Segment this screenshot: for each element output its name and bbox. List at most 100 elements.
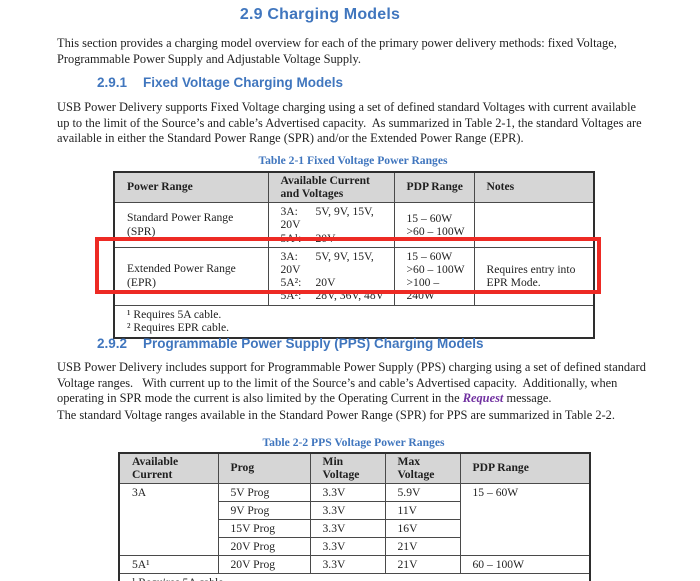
pdp-line: 15 – 60W bbox=[406, 249, 453, 263]
spr-current-line: 3A: 5V, 9V, 15V, bbox=[281, 205, 388, 218]
pps-line-2: Voltage ranges. With current up to the l… bbox=[57, 375, 618, 390]
prog-cell: 20V Prog bbox=[217, 537, 311, 557]
section-title: Fixed Voltage Charging Models bbox=[143, 75, 344, 90]
table-2-2-footnote: ¹ Requires 5A cable. bbox=[118, 573, 591, 581]
table-2-1-fixed-voltage: Power Range Available Current and Voltag… bbox=[113, 171, 595, 339]
table-2-2-caption: Table 2-2 PPS Voltage Power Ranges bbox=[262, 436, 445, 449]
pdp-line: 240W bbox=[406, 289, 435, 303]
min-voltage-cell: 3.3V bbox=[309, 519, 386, 539]
fixed-voltage-line-1: USB Power Delivery supports Fixed Voltag… bbox=[57, 100, 637, 114]
max-voltage-cell: 11V bbox=[384, 501, 461, 521]
table-2-1-footnotes: ¹ Requires 5A cable. ² Requires EPR cabl… bbox=[113, 304, 595, 339]
header-power-range: Power Range bbox=[113, 171, 269, 204]
fixed-voltage-line-3: available in either the Standard Power R… bbox=[57, 131, 524, 146]
table-row: 9V Prog 3.3V 11V bbox=[119, 501, 590, 521]
intro-line-2: Programmable Power Supply and Adjustable… bbox=[57, 51, 362, 66]
pdp-range-cell: 60 – 100W bbox=[459, 555, 591, 575]
header-available-current: Available Current bbox=[118, 452, 219, 485]
max-voltage-cell: 21V bbox=[384, 537, 461, 557]
current-label: 20V bbox=[280, 263, 301, 276]
pps-paragraph: USB Power Delivery includes support for … bbox=[57, 360, 646, 407]
spr-current-cell: 3A: 5V, 9V, 15V, 20V 5A¹: 20V bbox=[267, 202, 395, 248]
pps-line-3-pre: operating in SPR mode the current is als… bbox=[57, 391, 463, 406]
current-value: 5V, 9V, 15V, bbox=[315, 249, 374, 263]
current-label: 5A²: bbox=[280, 276, 302, 290]
min-voltage-cell: 3.3V bbox=[309, 537, 386, 557]
table-row: Available Current Prog Min Voltage Max V… bbox=[118, 452, 591, 485]
table-row: Power Range Available Current and Voltag… bbox=[113, 171, 595, 204]
epr-notes-cell: Requires entry into EPR Mode. bbox=[473, 246, 595, 306]
epr-name-line: Extended Power Range bbox=[127, 262, 236, 276]
footnote-epr-cable: ² Requires EPR cable. bbox=[127, 321, 230, 335]
table-row: 3A 5V Prog 3.3V 5.9V 15 – 60W bbox=[118, 483, 591, 557]
spr-power-range-cell: Standard Power Range (SPR) bbox=[113, 202, 269, 248]
max-voltage-cell: 21V bbox=[384, 555, 461, 575]
standard-ranges-line: The standard Voltage ranges available in… bbox=[57, 408, 615, 422]
footnote-5a-cable: ¹ Requires 5A cable. bbox=[127, 307, 222, 321]
section-heading-2-9-2: 2.9.2 Programmable Power Supply (PPS) Cha… bbox=[97, 336, 484, 351]
header-pdp-range: PDP Range bbox=[393, 171, 475, 204]
section-number: 2.9.1 bbox=[97, 75, 128, 90]
epr-note-text: Requires entry into EPR Mode. bbox=[486, 262, 576, 290]
pps-line-1: USB Power Delivery includes support for … bbox=[57, 360, 646, 374]
header-available-current: Available Current and Voltages bbox=[267, 171, 395, 204]
header-max-voltage: Max Voltage bbox=[384, 452, 461, 485]
epr-current-line: 3A: 5V, 9V, 15V, bbox=[281, 250, 388, 263]
min-voltage-cell: 3.3V bbox=[309, 483, 386, 503]
prog-cell: 15V Prog bbox=[217, 519, 311, 539]
intro-line-1: This section provides a charging model o… bbox=[57, 36, 617, 50]
spr-current-line: 5A¹: 20V bbox=[281, 232, 388, 245]
current-value: 20V bbox=[315, 276, 336, 290]
prog-cell: 5V Prog bbox=[217, 483, 311, 503]
current-value: 5V, 9V, 15V, bbox=[315, 205, 374, 219]
section-heading-2-9-1: 2.9.1 Fixed Voltage Charging Models bbox=[97, 75, 343, 90]
pdp-line: >100 – bbox=[406, 276, 440, 290]
fixed-voltage-line-2: up to the limit of the Source’s and cabl… bbox=[57, 115, 642, 130]
header-prog: Prog bbox=[217, 452, 311, 485]
table-2-1-caption: Table 2-1 Fixed Voltage Power Ranges bbox=[258, 154, 448, 167]
epr-pdp-cell: 15 – 60W >60 – 100W >100 – 240W bbox=[393, 246, 475, 306]
request-message-ref: Request bbox=[462, 391, 504, 406]
section-heading-2-9: 2.9 Charging Models bbox=[239, 6, 401, 23]
current-5a-cell: 5A¹ bbox=[118, 555, 219, 575]
spr-notes-cell bbox=[473, 202, 595, 248]
current-label: 5A¹: bbox=[280, 231, 302, 245]
section-title: Programmable Power Supply (PPS) Charging… bbox=[143, 336, 484, 351]
min-voltage-cell: 3.3V bbox=[309, 501, 386, 521]
header-min-voltage: Min Voltage bbox=[309, 452, 386, 485]
epr-power-range-cell: Extended Power Range (EPR) bbox=[113, 246, 269, 306]
table-footnote-row: ¹ Requires 5A cable. ² Requires EPR cabl… bbox=[113, 304, 595, 339]
table-row-5a: 5A¹ 20V Prog 3.3V 21V 60 – 100W bbox=[118, 555, 591, 575]
spr-name-line: (SPR) bbox=[127, 224, 156, 238]
pdp-line: >60 – 100W bbox=[406, 224, 465, 238]
table-row-epr: Extended Power Range (EPR) 3A: 5V, 9V, 15… bbox=[113, 246, 595, 306]
current-value: 20V bbox=[315, 231, 336, 245]
pdp-range-cell: 15 – 60W bbox=[459, 483, 591, 557]
epr-current-line: 5A²: 28V, 36V, 48V bbox=[281, 289, 388, 302]
current-3a-cell: 3A bbox=[118, 483, 219, 557]
max-voltage-cell: 5.9V bbox=[384, 483, 461, 503]
header-pdp-range: PDP Range bbox=[459, 452, 591, 485]
table-row-spr: Standard Power Range (SPR) 3A: 5V, 9V, 15… bbox=[113, 202, 595, 248]
min-voltage-cell: 3.3V bbox=[309, 555, 386, 575]
epr-current-cell: 3A: 5V, 9V, 15V, 20V 5A²: 20V 5A²: 28V, 36V… bbox=[267, 246, 395, 306]
pps-line-3-post: message. bbox=[503, 391, 552, 406]
pdp-line: >60 – 100W bbox=[406, 263, 465, 276]
epr-name-line: (EPR) bbox=[127, 276, 156, 290]
spr-current-line: 20V bbox=[281, 218, 388, 231]
table-footnote-row: ¹ Requires 5A cable. bbox=[118, 573, 591, 581]
pps-line-3: operating in SPR mode the current is als… bbox=[57, 391, 646, 407]
current-label: 3A: bbox=[280, 205, 298, 219]
current-label: 5A²: bbox=[280, 289, 302, 303]
prog-cell: 20V Prog bbox=[217, 555, 311, 575]
spr-name-line: Standard Power Range bbox=[127, 210, 234, 224]
pdp-line: 15 – 60W bbox=[406, 211, 453, 225]
max-voltage-cell: 16V bbox=[384, 519, 461, 539]
spr-pdp-cell: 15 – 60W >60 – 100W bbox=[393, 202, 475, 248]
table-2-2-pps-voltage: Available Current Prog Min Voltage Max V… bbox=[118, 452, 591, 581]
section-number: 2.9.2 bbox=[97, 336, 128, 351]
fixed-voltage-paragraph: USB Power Delivery supports Fixed Voltag… bbox=[57, 100, 642, 147]
current-label: 20V bbox=[280, 218, 301, 232]
standard-ranges-paragraph: The standard Voltage ranges available in… bbox=[57, 408, 615, 424]
